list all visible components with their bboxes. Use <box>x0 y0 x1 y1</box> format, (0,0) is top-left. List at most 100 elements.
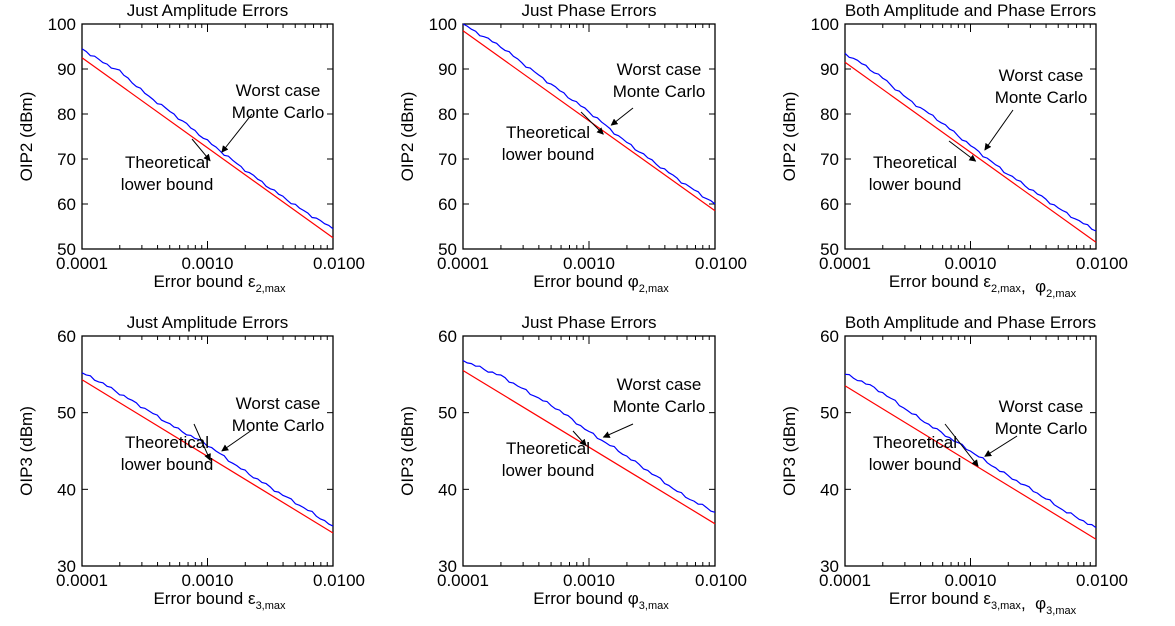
annotation-theoretical-arrow <box>948 140 977 162</box>
x-axis-subscript: 3,max <box>256 600 286 612</box>
annotation-worst-case: Worst case Monte Carlo <box>221 394 325 452</box>
monte-carlo-line <box>81 48 334 230</box>
y-tick-label: 60 <box>57 327 76 346</box>
x-axis-subscript: 3,max <box>991 600 1021 612</box>
x-tick-label: 0.0100 <box>695 254 747 273</box>
x-axis-label: Error bound φ2,max <box>533 272 669 295</box>
annotation-theoretical-arrow <box>193 423 211 461</box>
chart-panel-6: Both Amplitude and Phase Errors 30 40 50 60 0… <box>780 313 1128 617</box>
x-axis-symbol: ε <box>248 272 256 291</box>
y-tick-label: 40 <box>820 480 839 499</box>
annotation-theoretical: Theoretical lower bound <box>121 423 213 474</box>
chart-title: Just Amplitude Errors <box>127 313 289 332</box>
monte-carlo-line <box>844 52 1097 232</box>
x-tick-label: 0.0010 <box>945 571 997 590</box>
annotation-worst-case: Worst case Monte Carlo <box>602 375 705 438</box>
x-tick-label: 0.0010 <box>563 254 615 273</box>
x-axis-symbol: ε <box>248 589 256 608</box>
annotation-worst-case-line: Worst case <box>236 394 321 413</box>
chart-title: Both Amplitude and Phase Errors <box>845 313 1096 332</box>
annotation-theoretical: Theoretical lower bound <box>869 423 979 474</box>
x-tick-label: 0.0010 <box>563 571 615 590</box>
x-axis-symbol: φ <box>628 272 639 291</box>
y-tick-label: 90 <box>57 60 76 79</box>
y-axis-label: OIP2 (dBm) <box>398 92 417 182</box>
x-tick-label: 0.0010 <box>182 571 234 590</box>
x-axis-label: Error bound φ3,max <box>533 589 669 612</box>
y-tick-label: 60 <box>438 195 457 214</box>
chart-title: Both Amplitude and Phase Errors <box>845 1 1096 20</box>
monte-carlo-line <box>844 373 1097 529</box>
y-tick-label: 60 <box>820 195 839 214</box>
annotation-theoretical-line: Theoretical <box>125 153 209 172</box>
annotation-theoretical-line: lower bound <box>869 455 962 474</box>
annotation-theoretical-arrow <box>572 430 587 447</box>
monte-carlo-line <box>462 23 716 205</box>
chart-panel-3: Both Amplitude and Phase Errors 50 60 70 80 9… <box>780 1 1128 300</box>
annotation-worst-case-line: Monte Carlo <box>995 88 1088 107</box>
y-tick-label: 60 <box>438 327 457 346</box>
x-tick-label: 0.0100 <box>695 571 747 590</box>
annotation-worst-case-arrow <box>221 429 253 452</box>
x-axis-label: Error bound ε3,max <box>153 589 286 612</box>
x-axis-symbol: φ <box>1035 594 1046 613</box>
plot-frame <box>81 23 334 250</box>
annotation-theoretical-arrow <box>944 423 979 467</box>
y-tick-label: 60 <box>820 327 839 346</box>
annotation-worst-case: Worst case Monte Carlo <box>984 66 1088 151</box>
y-tick-label: 50 <box>820 240 839 259</box>
y-tick-label: 60 <box>57 195 76 214</box>
y-tick-label: 30 <box>57 557 76 576</box>
y-axis-label: OIP3 (dBm) <box>398 406 417 496</box>
x-axis-label-text: Error bound <box>153 272 248 291</box>
theoretical-bound-line <box>844 61 1097 243</box>
annotation-worst-case-line: Monte Carlo <box>232 103 325 122</box>
x-tick-label: 0.0001 <box>437 571 489 590</box>
y-tick-label: 30 <box>820 557 839 576</box>
x-tick-label: 0.0100 <box>1076 571 1128 590</box>
x-axis-label-text: Error bound <box>533 272 628 291</box>
chart-panel-5: Just Phase Errors 30 40 50 60 0.0001 0.0010 0.0… <box>398 313 747 612</box>
x-axis-label-text: Error bound <box>153 589 248 608</box>
annotation-theoretical-arrow <box>580 111 604 135</box>
y-tick-label: 100 <box>811 15 839 34</box>
x-axis-label-separator: , <box>1021 277 1035 296</box>
annotation-theoretical-line: Theoretical <box>125 433 209 452</box>
x-axis-label-text: Error bound <box>889 272 984 291</box>
annotation-theoretical-line: lower bound <box>502 461 595 480</box>
y-tick-label: 30 <box>438 557 457 576</box>
y-tick-label: 100 <box>429 15 457 34</box>
x-tick-label: 0.0010 <box>182 254 234 273</box>
annotation-worst-case: Worst case Monte Carlo <box>221 81 325 153</box>
x-axis-label: Error bound ε3,max, φ3,max <box>889 589 1077 617</box>
monte-carlo-line <box>462 359 716 513</box>
x-axis-label: Error bound ε2,max, φ2,max <box>889 272 1077 300</box>
annotation-theoretical-arrow <box>191 138 211 162</box>
y-tick-label: 50 <box>438 240 457 259</box>
annotation-worst-case-arrow <box>602 423 634 438</box>
annotation-theoretical: Theoretical lower bound <box>502 430 595 480</box>
x-tick-label: 0.0001 <box>56 571 108 590</box>
theoretical-bound-line <box>844 385 1097 540</box>
annotation-worst-case-arrow <box>984 109 1014 151</box>
annotation-theoretical-line: Theoretical <box>506 439 590 458</box>
annotation-theoretical: Theoretical lower bound <box>121 138 213 194</box>
annotation-worst-case-line: Worst case <box>617 60 702 79</box>
x-axis-symbol: ε <box>983 589 991 608</box>
x-axis-symbol: ε <box>983 272 991 291</box>
y-axis-label: OIP2 (dBm) <box>780 92 799 182</box>
x-axis-symbol: φ <box>1035 277 1046 296</box>
annotation-worst-case-line: Monte Carlo <box>232 416 325 435</box>
y-tick-label: 50 <box>57 404 76 423</box>
annotation-worst-case-line: Worst case <box>999 66 1084 85</box>
y-tick-label: 40 <box>438 480 457 499</box>
x-axis-label-text: Error bound <box>889 589 984 608</box>
x-tick-label: 0.0001 <box>56 254 108 273</box>
x-axis-subscript: 2,max <box>991 283 1021 295</box>
annotation-theoretical: Theoretical lower bound <box>502 111 604 164</box>
annotation-theoretical-line: Theoretical <box>506 123 590 142</box>
y-tick-label: 100 <box>48 15 76 34</box>
theoretical-bound-line <box>462 369 716 525</box>
x-axis-label-text: Error bound <box>533 589 628 608</box>
annotation-theoretical: Theoretical lower bound <box>869 140 977 194</box>
